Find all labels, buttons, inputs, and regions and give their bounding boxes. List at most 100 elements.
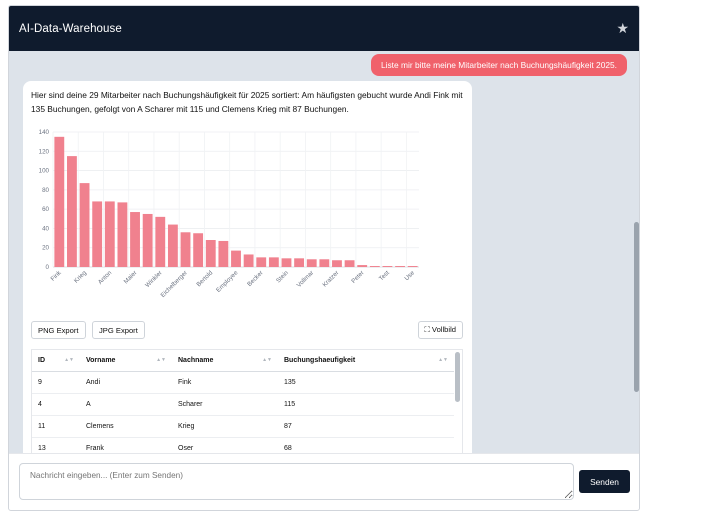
cell-vorname: Clemens	[80, 415, 172, 438]
bar[interactable]	[155, 216, 166, 267]
y-tick-label: 80	[42, 187, 49, 194]
x-tick-label: Kratzer	[321, 269, 340, 288]
x-tick-label: Maier	[123, 269, 139, 285]
bar[interactable]	[193, 233, 204, 267]
table-row[interactable]: 9 Andi Fink 135	[32, 371, 454, 394]
assistant-message: Hier sind deine 29 Mitarbeiter nach Buch…	[31, 90, 463, 114]
cell-id: 11	[32, 415, 80, 438]
y-tick-label: 100	[39, 168, 50, 175]
sort-icon[interactable]: ▲▼	[156, 357, 166, 363]
y-tick-label: 120	[39, 148, 50, 155]
x-tick-label: Employee	[215, 269, 240, 294]
cell-id: 9	[32, 371, 80, 394]
assistant-message-card: Hier sind deine 29 Mitarbeiter nach Buch…	[23, 81, 472, 453]
cell-nachname: Krieg	[172, 415, 278, 438]
fullscreen-button[interactable]: ⛶ Vollbild	[417, 321, 463, 339]
cell-vorname: A	[80, 393, 172, 416]
bar[interactable]	[218, 240, 229, 267]
bar[interactable]	[332, 260, 342, 267]
y-tick-label: 60	[42, 206, 49, 213]
bar[interactable]	[306, 259, 317, 267]
user-message: Liste mir bitte meine Mitarbeiter nach B…	[370, 54, 627, 76]
bar[interactable]	[180, 232, 191, 267]
bar[interactable]	[54, 136, 65, 267]
x-tick-label: Krieg	[73, 269, 89, 285]
x-tick-label: Becker	[246, 269, 265, 288]
bar[interactable]	[395, 266, 405, 267]
app-title: AI-Data-Warehouse	[19, 22, 122, 35]
chat-scrollbar[interactable]	[634, 222, 639, 392]
column-header-id[interactable]: ID ▲▼	[32, 350, 80, 372]
x-tick-label: Winkler	[144, 269, 164, 289]
cell-nachname: Oser	[172, 437, 278, 453]
x-tick-label: Anton	[97, 269, 114, 286]
bar[interactable]	[281, 258, 292, 267]
x-tick-label: Test	[378, 269, 391, 282]
table-row[interactable]: 11 Clemens Krieg 87	[32, 415, 454, 438]
cell-nachname: Scharer	[172, 393, 278, 416]
table-header-row: ID ▲▼ Vorname ▲▼ Nachname ▲▼ Buchungshaeufi…	[32, 350, 454, 372]
column-header-buchungshaeufigkeit[interactable]: Buchungshaeufigkeit ▲▼	[278, 350, 454, 372]
bar[interactable]	[130, 212, 140, 267]
bar[interactable]	[357, 265, 368, 267]
cell-nachname: Fink	[172, 371, 278, 394]
chat-area: Liste mir bitte meine Mitarbeiter nach B…	[9, 51, 639, 453]
table-row[interactable]: 4 A Scharer 115	[32, 393, 454, 416]
bar[interactable]	[142, 213, 153, 267]
column-header-vorname[interactable]: Vorname ▲▼	[80, 350, 172, 372]
x-tick-label: Vollmar	[296, 269, 316, 289]
bar[interactable]	[79, 183, 90, 267]
bar[interactable]	[205, 240, 216, 267]
app-window: AI-Data-Warehouse ★ Liste mir bitte mein…	[8, 5, 640, 511]
bar[interactable]	[268, 257, 279, 267]
y-tick-label: 0	[46, 264, 50, 271]
x-tick-label: Peter	[350, 269, 365, 284]
cell-buchungen: 68	[278, 437, 454, 453]
cell-vorname: Andi	[80, 371, 172, 394]
bar[interactable]	[243, 254, 254, 267]
app-header: AI-Data-Warehouse ★	[9, 6, 639, 51]
star-icon[interactable]: ★	[616, 20, 629, 36]
cell-vorname: Frank	[80, 437, 172, 453]
y-tick-label: 20	[42, 245, 49, 252]
sort-icon[interactable]: ▲▼	[64, 357, 74, 363]
x-tick-label: Eichelberger	[159, 269, 189, 299]
bar[interactable]	[294, 258, 305, 267]
x-tick-label: Use	[403, 269, 416, 282]
sort-icon[interactable]: ▲▼	[262, 357, 272, 363]
y-tick-label: 140	[39, 129, 50, 136]
x-tick-label: Bertold	[195, 269, 214, 288]
bar[interactable]	[407, 266, 418, 267]
send-button[interactable]: Senden	[579, 470, 630, 493]
column-header-nachname[interactable]: Nachname ▲▼	[172, 350, 278, 372]
y-tick-label: 40	[42, 225, 49, 232]
bar[interactable]	[104, 201, 115, 267]
bar[interactable]	[256, 257, 267, 267]
composer: Senden	[9, 453, 639, 510]
bar[interactable]	[319, 259, 330, 267]
table-row[interactable]: 13 Frank Oser 68	[32, 437, 454, 453]
cell-buchungen: 135	[278, 371, 454, 394]
bar[interactable]	[382, 266, 393, 267]
bar[interactable]	[344, 260, 355, 267]
sort-icon[interactable]: ▲▼	[438, 357, 448, 363]
table-scrollbar[interactable]	[455, 352, 460, 402]
cell-buchungen: 115	[278, 393, 454, 416]
bar[interactable]	[92, 201, 103, 267]
data-table: ID ▲▼ Vorname ▲▼ Nachname ▲▼ Buchungshaeufi…	[31, 349, 463, 453]
bar[interactable]	[369, 266, 380, 267]
bar[interactable]	[117, 202, 128, 267]
bar[interactable]	[231, 250, 241, 267]
bar[interactable]	[167, 224, 178, 267]
cell-id: 13	[32, 437, 80, 453]
jpg-export-button[interactable]: JPG Export	[92, 321, 145, 339]
cell-buchungen: 87	[278, 415, 454, 438]
x-tick-label: Stein	[275, 269, 290, 284]
chart-actions: PNG Export JPG Export ⛶ Vollbild	[31, 321, 463, 340]
bar-chart: 0 20 40 60 80 100 120 140 Fink Krieg Anton Maier Win…	[39, 129, 419, 299]
message-input[interactable]	[19, 463, 574, 500]
bar[interactable]	[67, 156, 77, 267]
cell-id: 4	[32, 393, 80, 416]
png-export-button[interactable]: PNG Export	[31, 321, 86, 339]
x-tick-label: Fink	[49, 269, 63, 283]
